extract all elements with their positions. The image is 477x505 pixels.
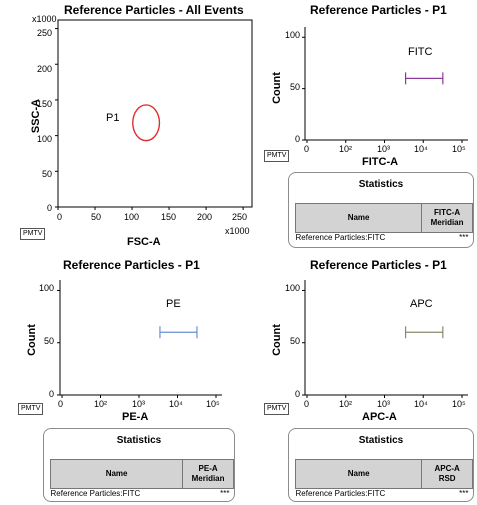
scatter-y-tick: 0 [47,203,53,213]
table-row: Reference Particles:FITC *** [51,489,234,500]
pe-y-tick: 0 [49,389,55,399]
apc-stats-row-name: Reference Particles:FITC [295,489,386,498]
scatter-y-tick: 250 [37,28,53,38]
scatter-x-tick: 0 [57,212,63,222]
pe-x-tick: 0 [58,399,64,409]
apc-y-tick: 50 [290,336,301,346]
apc-stats-col-stat-line1: APC-A [434,464,460,473]
scatter-y-tick: 150 [37,99,53,109]
pe-axes [59,280,222,396]
apc-marker-label: APC [410,298,433,310]
fitc-stats-col-stat: FITC-A Meridian [421,203,473,233]
fitc-y-tick: 50 [290,82,301,92]
apc-x-axis-label: APC-A [362,411,397,423]
fitc-stats-row-name: Reference Particles:FITC [295,233,386,242]
fitc-stats-row-value: *** [459,233,469,242]
scatter-gate-p1 [132,104,161,142]
fitc-y-tick: 0 [295,134,301,144]
pe-y-tick: 100 [39,283,55,293]
fitc-x-axis-label: FITC-A [362,156,399,168]
pe-stats-col-stat-line2: Meridian [191,474,225,483]
scatter-title: Reference Particles - All Events [64,3,244,17]
pe-x-tick: 10² [94,399,108,409]
fitc-x-tick: 10³ [377,144,391,154]
fitc-marker-label: FITC [408,46,433,58]
fitc-statistics-title: Statistics [358,179,404,190]
pe-marker-label: PE [166,298,181,310]
pe-x-tick: 10³ [132,399,146,409]
apc-axes [304,280,468,396]
apc-x-tick: 10⁴ [414,399,428,409]
scatter-x-multiplier: x1000 [225,226,250,236]
fitc-axes [304,27,468,141]
apc-y-tick: 100 [285,283,301,293]
pe-statistics-title: Statistics [116,435,162,446]
fitc-x-tick: 10⁵ [452,144,466,154]
apc-stats-col-name: Name [294,459,423,489]
table-row: Reference Particles:FITC *** [296,233,473,244]
pe-stats-col-stat: PE-A Meridian [182,459,234,489]
fitc-statistics-panel: Statistics Name FITC-A Meridian Referenc… [288,172,474,248]
apc-y-tick: 0 [295,389,301,399]
pe-x-tick: 10⁵ [206,399,220,409]
fitc-statistics-table: Name FITC-A Meridian Reference Particles… [294,203,473,244]
table-row: Reference Particles:FITC *** [296,489,473,500]
apc-x-tick: 10³ [377,399,391,409]
apc-statistics-table: Name APC-A RSD Reference Particles:FITC … [294,459,473,500]
apc-stats-col-stat-line2: RSD [438,474,456,483]
scatter-x-tick: 50 [91,212,102,222]
pe-stats-col-stat-line1: PE-A [198,464,218,473]
fitc-x-tick: 10² [339,144,353,154]
scatter-x-tick: 250 [232,212,248,222]
scatter-y-tick: 200 [37,64,53,74]
scatter-plot-frame [57,19,253,208]
fitc-y-tick: 100 [285,30,301,40]
scatter-x-tick: 200 [197,212,213,222]
pe-x-tick: 10⁴ [169,399,183,409]
fitc-stats-col-stat-line1: FITC-A [433,208,461,217]
scatter-y-multiplier: x1000 [32,14,57,24]
apc-pmtv-button[interactable]: PMTV [264,403,290,415]
fitc-x-tick: 10⁴ [414,144,428,154]
fitc-stats-col-stat-line2: Meridian [430,218,464,227]
apc-x-tick: 10⁵ [452,399,466,409]
apc-stats-row-value: *** [459,489,469,498]
apc-statistics-title: Statistics [358,435,404,446]
scatter-gate-label: P1 [106,112,120,124]
scatter-y-tick: 50 [42,169,53,179]
pe-statistics-panel: Statistics Name PE-A Meridian Reference … [43,428,235,502]
scatter-y-tick: 100 [37,134,53,144]
pe-stats-row-value: *** [220,489,230,498]
scatter-x-tick: 100 [124,212,140,222]
pe-stats-col-name: Name [49,459,184,489]
pe-y-tick: 50 [44,336,55,346]
pe-statistics-table: Name PE-A Meridian Reference Particles:F… [49,459,234,500]
pe-stats-row-name: Reference Particles:FITC [50,489,141,498]
fitc-pmtv-button[interactable]: PMTV [264,150,290,162]
fitc-x-tick: 0 [304,144,310,154]
scatter-x-axis-label: FSC-A [127,236,161,248]
scatter-x-tick: 150 [161,212,177,222]
apc-title: Reference Particles - P1 [310,258,447,272]
fitc-title: Reference Particles - P1 [310,3,447,17]
apc-statistics-panel: Statistics Name APC-A RSD Reference Part… [288,428,474,502]
pe-title: Reference Particles - P1 [63,258,200,272]
fitc-stats-col-name: Name [294,203,423,233]
pe-x-axis-label: PE-A [122,411,149,423]
apc-stats-col-stat: APC-A RSD [421,459,473,489]
scatter-pmtv-button[interactable]: PMTV [20,228,46,240]
apc-x-tick: 10² [339,399,353,409]
pe-pmtv-button[interactable]: PMTV [18,403,44,415]
apc-x-tick: 0 [304,399,310,409]
